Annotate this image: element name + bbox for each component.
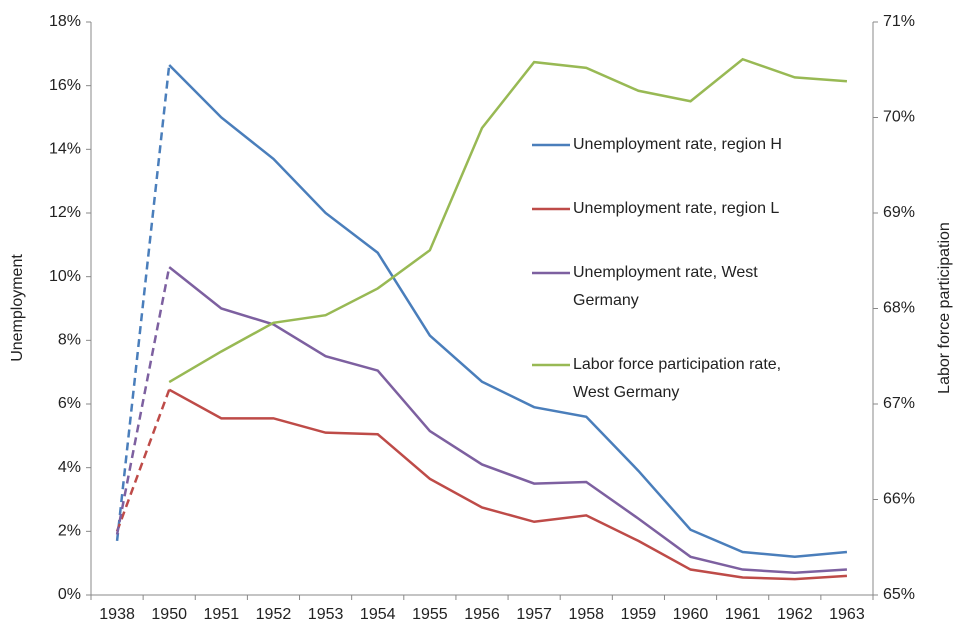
line [168,64,848,559]
x-tick-label: 1950 [151,606,187,623]
line [168,266,848,574]
y-tick-label: 18% [49,13,81,30]
y-tick-label: 10% [49,268,81,285]
y-tick-label: 6% [58,395,81,412]
x-tick-label: 1938 [99,606,135,623]
legend-label: Unemployment rate, region H [573,136,782,153]
x-tick-label: 1951 [204,606,240,623]
y2-axis-title: Labor force participation [936,222,953,394]
x-tick-label: 1952 [256,606,292,623]
y2-tick-label: 70% [883,109,915,126]
line [168,57,848,384]
y2-tick-label: 69% [883,204,915,221]
y-tick-label: 0% [58,586,81,603]
x-tick-label: 1962 [777,606,813,623]
y-tick-label: 16% [49,77,81,94]
y2-tick-label: 66% [883,491,915,508]
x-tick-label: 1955 [412,606,448,623]
legend-label: Unemployment rate, West Germany [573,264,758,309]
y-tick-label: 2% [58,523,81,540]
y-tick-label: 12% [49,204,81,221]
x-tick-label: 1963 [829,606,865,623]
y2-tick-label: 65% [883,586,915,603]
x-tick-label: 1953 [308,606,344,623]
y-tick-label: 14% [49,141,81,158]
y2-tick-label: 67% [883,395,915,412]
x-tick-label: 1957 [516,606,552,623]
x-tick-label: 1959 [621,606,657,623]
y-tick-label: 4% [58,459,81,476]
x-tick-label: 1960 [673,606,709,623]
y2-tick-label: 68% [883,300,915,317]
y2-tick-label: 71% [883,13,915,30]
line-dashed [115,266,171,535]
line-dashed [115,64,171,542]
x-tick-label: 1958 [568,606,604,623]
x-tick-label: 1954 [360,606,396,623]
line [168,388,848,581]
y-tick-label: 8% [58,332,81,349]
x-tick-label: 1956 [464,606,500,623]
x-tick-label: 1961 [725,606,761,623]
y-axis-title: Unemployment [9,254,26,362]
legend-label: Labor force participation rate, West Ger… [573,356,782,401]
legend-label: Unemployment rate, region L [573,200,780,217]
